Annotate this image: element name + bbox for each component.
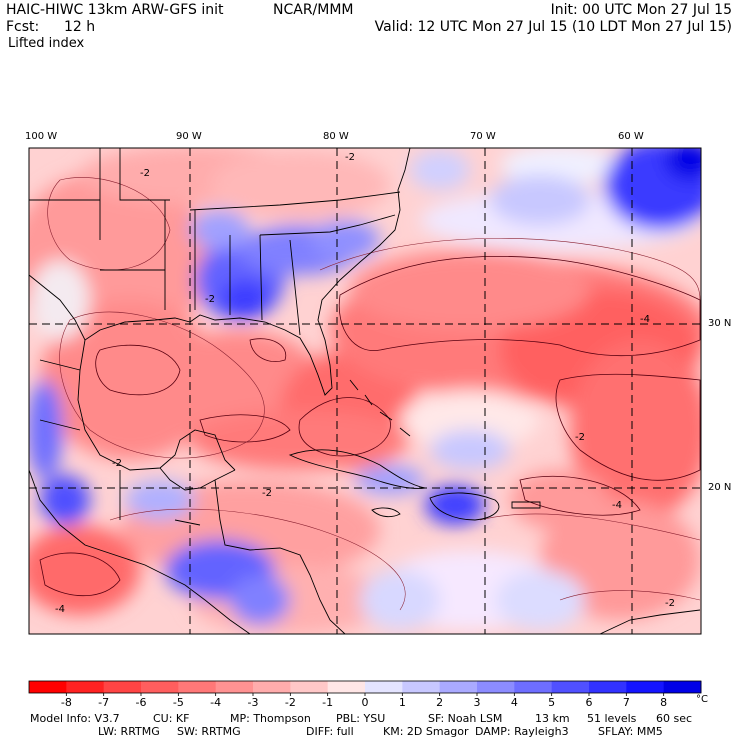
colorbar-swatch xyxy=(253,681,291,693)
colorbar xyxy=(28,680,702,696)
map-frame xyxy=(28,147,702,635)
contour-lines-2 xyxy=(47,177,701,611)
lat-lon-grid xyxy=(29,148,701,634)
model-info-mp: MP: Thompson xyxy=(230,712,311,725)
colorbar-label: -3 xyxy=(247,696,259,709)
model-info-sflay: SFLAY: MM5 xyxy=(598,725,663,738)
colorbar-swatch xyxy=(290,681,329,693)
colorbar-swatch xyxy=(551,681,590,693)
colorbar-label: -6 xyxy=(135,696,147,709)
forecast-hour: 12 h xyxy=(64,19,96,35)
coastlines xyxy=(29,148,701,634)
model-info-levels: 51 levels xyxy=(587,712,637,725)
colorbar-label: -8 xyxy=(60,696,72,709)
colorbar-swatch xyxy=(327,681,366,693)
model-info-timestep: 60 sec xyxy=(656,712,693,725)
model-info-lw: LW: RRTMG xyxy=(98,725,160,738)
lon-label-100w: 100 W xyxy=(25,131,58,142)
model-info-diff: DIFF: full xyxy=(306,725,354,738)
model-info-resolution: 13 km xyxy=(535,712,570,725)
colorbar-label: 5 xyxy=(548,696,556,709)
colorbar-label: -7 xyxy=(98,696,110,709)
contour-label: -4 xyxy=(55,604,65,615)
colorbar-swatch xyxy=(365,681,403,693)
model-info-sw: SW: RRTMG xyxy=(177,725,241,738)
colorbar-swatch xyxy=(141,681,179,693)
init-time: Init: 00 UTC Mon 27 Jul 15 xyxy=(550,2,732,18)
valid-time: Valid: 12 UTC Mon 27 Jul 15 (10 LDT Mon … xyxy=(374,19,732,35)
forecast-label: Fcst: xyxy=(6,19,40,35)
colorbar-swatch xyxy=(178,681,217,693)
colorbar-swatch xyxy=(626,681,665,693)
colorbar-swatch xyxy=(514,681,553,693)
lon-label-70w: 70 W xyxy=(470,131,496,142)
org-label: NCAR/MMM xyxy=(273,2,354,18)
colorbar-label: 6 xyxy=(585,696,593,709)
colorbar-swatch xyxy=(103,681,142,693)
model-info-version: Model Info: V3.7 xyxy=(30,712,120,725)
model-info-damp: DAMP: Rayleigh3 xyxy=(475,725,569,738)
colorbar-label: 0 xyxy=(361,696,369,709)
contour-label: -2 xyxy=(112,458,122,469)
colorbar-label: 8 xyxy=(660,696,668,709)
colorbar-label: -5 xyxy=(172,696,184,709)
colorbar-label: -4 xyxy=(210,696,222,709)
field-name: Lifted index xyxy=(8,36,85,51)
lat-label-30n: 30 N xyxy=(708,318,732,329)
colorbar-unit: °C xyxy=(696,694,708,705)
contour-label: -2 xyxy=(140,168,150,179)
contour-label: -2 xyxy=(262,488,272,499)
model-title: HAIC-HIWC 13km ARW-GFS init xyxy=(6,2,224,18)
contour-label: -4 xyxy=(612,500,622,511)
model-info-km: KM: 2D Smagor xyxy=(383,725,469,738)
colorbar-swatch xyxy=(29,681,67,693)
colorbar-swatch xyxy=(663,681,702,693)
colorbar-label: 3 xyxy=(473,696,481,709)
lat-label-20n: 20 N xyxy=(708,482,732,493)
colorbar-label: 1 xyxy=(398,696,406,709)
model-info-sf: SF: Noah LSM xyxy=(428,712,503,725)
lon-label-80w: 80 W xyxy=(323,131,349,142)
colorbar-swatch xyxy=(589,681,627,693)
colorbar-label: -2 xyxy=(284,696,296,709)
contour-label: -2 xyxy=(665,598,675,609)
colorbar-swatch xyxy=(439,681,478,693)
colorbar-label: 2 xyxy=(436,696,444,709)
contour-label: -2 xyxy=(575,432,585,443)
contour-lines xyxy=(39,255,701,597)
colorbar-swatch xyxy=(66,681,105,693)
contour-label: -2 xyxy=(345,152,355,163)
contour-label: -2 xyxy=(205,294,215,305)
lifted-index-field xyxy=(29,148,701,634)
model-info-pbl: PBL: YSU xyxy=(336,712,386,725)
colorbar-swatch xyxy=(215,681,254,693)
colorbar-swatch xyxy=(477,681,515,693)
colorbar-swatch xyxy=(402,681,441,693)
model-info-cu: CU: KF xyxy=(153,712,190,725)
lon-label-90w: 90 W xyxy=(176,131,202,142)
colorbar-label: 4 xyxy=(510,696,518,709)
colorbar-label: -1 xyxy=(322,696,334,709)
contour-label: -4 xyxy=(640,314,650,325)
lon-label-60w: 60 W xyxy=(618,131,644,142)
colorbar-label: 7 xyxy=(622,696,630,709)
